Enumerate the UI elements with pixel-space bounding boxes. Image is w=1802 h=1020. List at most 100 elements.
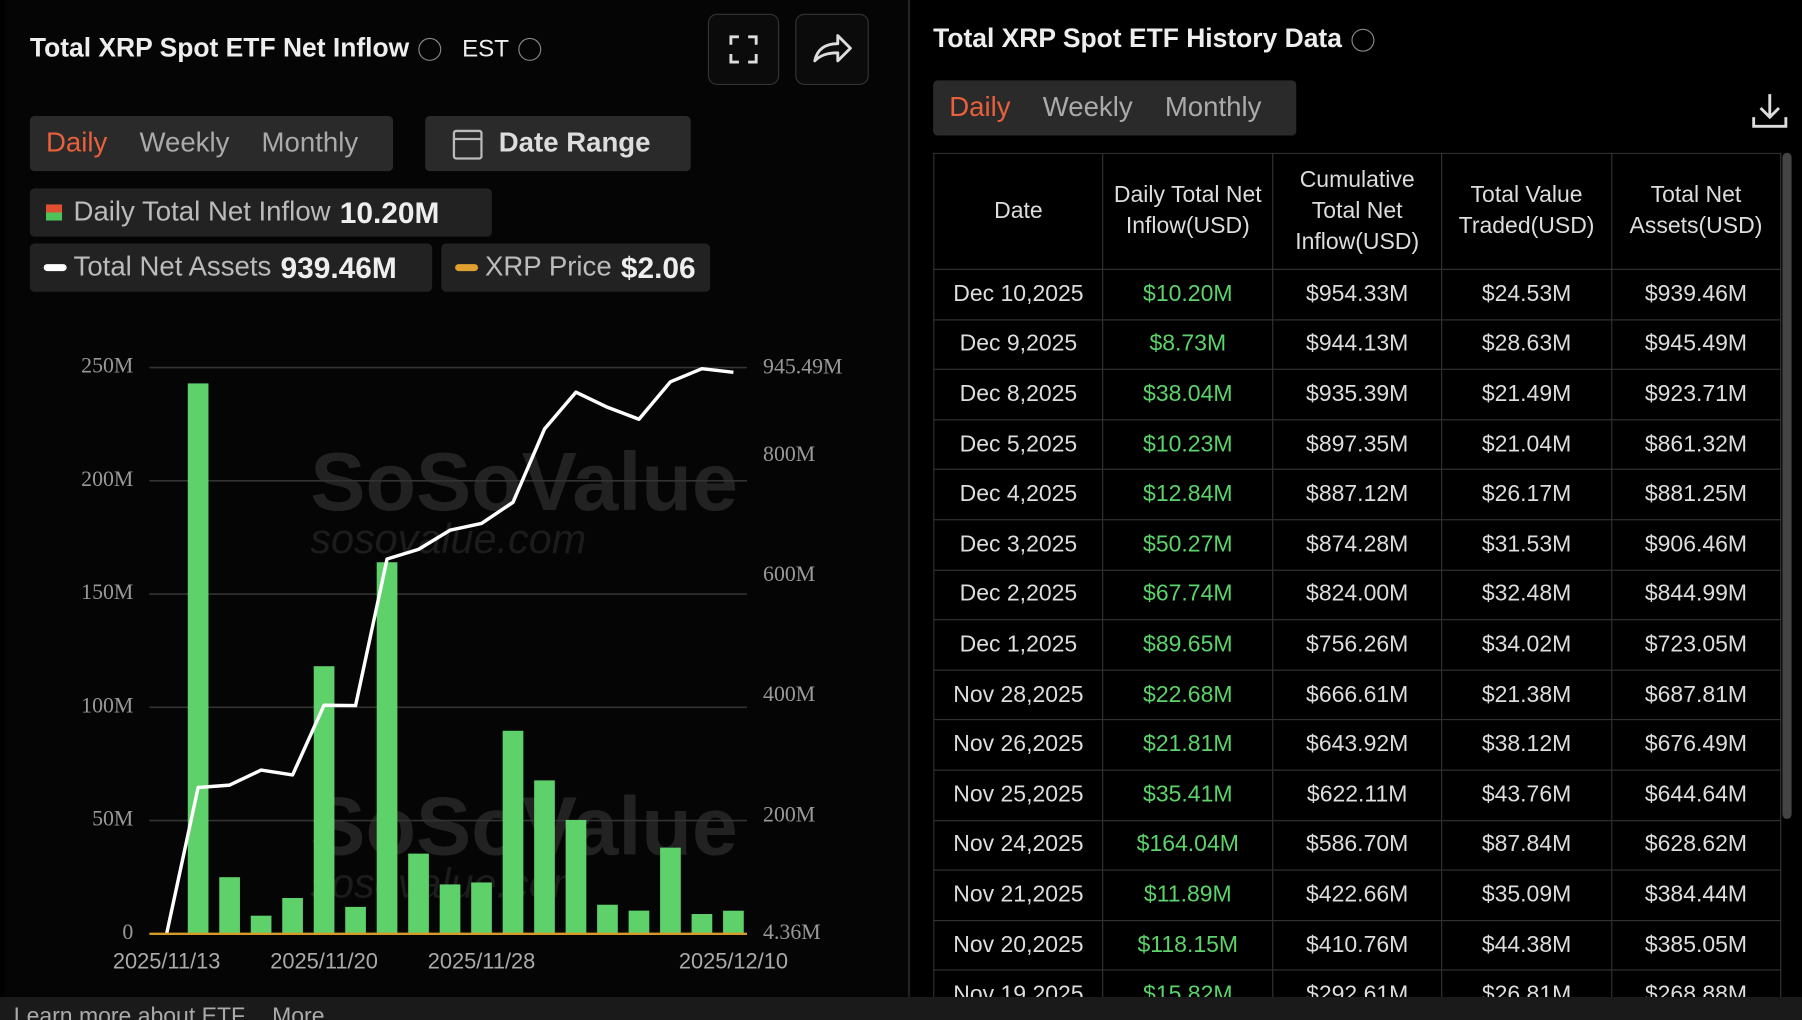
table-cell: $723.05M (1610, 619, 1782, 671)
download-button[interactable] (1747, 87, 1793, 133)
table-row: Nov 24,2025 $164.04M $586.70M $87.84M $628.6… (933, 819, 1782, 871)
tab[interactable]: Daily (949, 91, 1011, 123)
table-cell: $844.99M (1610, 569, 1782, 621)
y-tick-label: 100M (81, 693, 133, 717)
table-cell: $676.49M (1610, 719, 1782, 771)
table-cell: $687.81M (1610, 669, 1782, 721)
tab[interactable]: Weekly (139, 127, 230, 159)
bar (534, 780, 555, 934)
table-cell: $24.53M (1441, 268, 1612, 320)
table-cell: Nov 19,2025 (933, 969, 1104, 997)
table-cell: $35.09M (1441, 869, 1612, 921)
table-cell: Dec 8,2025 (933, 368, 1104, 421)
legend-label: Daily Total Net Inflow (73, 196, 331, 228)
scrollbar[interactable] (1782, 152, 1792, 819)
info-icon[interactable] (518, 37, 542, 61)
table-cell: $384.44M (1610, 869, 1782, 921)
table-cell: $824.00M (1271, 569, 1443, 621)
legend-item[interactable]: Daily Total Net Inflow 10.20M (29, 188, 492, 237)
table-row: Dec 3,2025 $50.27M $874.28M $31.53M $906.46M (933, 519, 1782, 571)
table-cell: Nov 25,2025 (933, 769, 1104, 821)
table-row: Nov 20,2025 $118.15M $410.76M $44.38M $385.0… (933, 919, 1782, 971)
table-row: Nov 19,2025 $15.82M $292.61M $26.81M $268.88… (933, 969, 1782, 997)
table-cell: $945.49M (1610, 318, 1782, 371)
info-icon[interactable] (1351, 28, 1375, 52)
table-row: Dec 5,2025 $10.23M $897.35M $21.04M $861.32M (933, 418, 1782, 471)
y-tick-label: 250M (81, 354, 133, 378)
table-cell: $164.04M (1102, 819, 1274, 871)
table-cell: $10.23M (1102, 418, 1274, 471)
calendar-icon (452, 129, 483, 160)
table-cell: $26.81M (1441, 969, 1612, 997)
table-cell: $43.76M (1441, 769, 1612, 821)
table-cell: $897.35M (1271, 418, 1443, 471)
bar (282, 897, 303, 934)
table-cell: $38.12M (1441, 719, 1612, 771)
legend-swatch (455, 264, 479, 272)
table-cell: $422.66M (1271, 869, 1443, 921)
bar (376, 562, 398, 934)
legend-label: Total Net Assets (73, 251, 272, 283)
table-cell: Nov 21,2025 (933, 869, 1104, 921)
tab[interactable]: Weekly (1042, 91, 1133, 123)
bar (313, 666, 335, 934)
table-cell: $644.64M (1610, 769, 1782, 821)
y2-tick-label: 4.36M (763, 920, 821, 944)
table-cell: $50.27M (1102, 519, 1274, 571)
timezone[interactable]: EST (462, 35, 510, 63)
share-icon (813, 34, 852, 63)
table-row: Dec 9,2025 $8.73M $944.13M $28.63M $945.49M (933, 318, 1782, 371)
footer-text: Learn more about ETF (13, 1003, 246, 1020)
title-text: Total XRP Spot ETF Net Inflow (29, 32, 410, 63)
table-cell: $268.88M (1610, 969, 1782, 997)
info-icon[interactable] (418, 37, 442, 61)
table-row: Dec 4,2025 $12.84M $887.12M $26.17M $881.25M (933, 469, 1782, 521)
table-row: Dec 1,2025 $89.65M $756.26M $34.02M $723.05M (933, 619, 1782, 671)
x-tick-label: 2025/11/20 (270, 948, 378, 973)
table-cell: $118.15M (1102, 919, 1274, 971)
table-row: Dec 10,2025 $10.20M $954.33M $24.53M $939.46… (933, 268, 1782, 320)
bar (723, 910, 744, 934)
table-cell: $935.39M (1271, 368, 1443, 421)
panel-title: Total XRP Spot ETF History Data (933, 22, 1375, 54)
bar (471, 882, 492, 934)
table-cell: Nov 24,2025 (933, 819, 1104, 871)
table-cell: Dec 10,2025 (933, 268, 1104, 320)
table-cell: $292.61M (1271, 969, 1443, 997)
title-text: Total XRP Spot ETF History Data (933, 22, 1342, 53)
bar (691, 914, 713, 934)
y-tick-label: 150M (81, 580, 133, 604)
x-tick-label: 2025/11/28 (428, 948, 536, 973)
bar (439, 884, 461, 934)
table-row: Nov 26,2025 $21.81M $643.92M $38.12M $676.49… (933, 719, 1782, 771)
bar (408, 853, 429, 934)
header-row: Date Daily Total Net Inflow(USD) Cumulativ… (933, 152, 1782, 270)
table-cell: $67.74M (1102, 569, 1274, 621)
legend-item[interactable]: XRP Price $2.06 (441, 243, 711, 292)
table-cell: Dec 3,2025 (933, 519, 1104, 571)
tab[interactable]: Monthly (261, 127, 359, 159)
table-cell: $923.71M (1610, 368, 1782, 421)
tab[interactable]: Monthly (1164, 91, 1262, 123)
line (164, 366, 734, 935)
date-range-button[interactable]: Date Range (425, 116, 691, 172)
table-cell: $38.04M (1102, 368, 1274, 421)
footer: Learn more about ETF More (0, 996, 1802, 1020)
legend-item[interactable]: Total Net Assets 939.46M (29, 243, 433, 292)
footer-link[interactable]: More (272, 1003, 325, 1020)
table-cell: $939.46M (1610, 268, 1782, 320)
table-cell: $21.04M (1441, 418, 1612, 471)
table-cell: $861.32M (1610, 418, 1782, 471)
tab[interactable]: Daily (45, 127, 108, 159)
table-cell: $22.68M (1102, 669, 1274, 721)
fullscreen-button[interactable] (707, 13, 780, 85)
y2-tick-label: 200M (763, 802, 815, 826)
y-tick-label: 50M (92, 807, 133, 831)
table-row: Dec 8,2025 $38.04M $935.39M $21.49M $923.71M (933, 368, 1782, 421)
share-button[interactable] (795, 13, 869, 85)
legend-value: 939.46M (280, 249, 397, 285)
table-cell: $15.82M (1102, 969, 1274, 997)
chart: SoSoValue sosovalue.com SoSoValue sosova… (81, 354, 842, 974)
table-cell: $874.28M (1271, 519, 1443, 571)
